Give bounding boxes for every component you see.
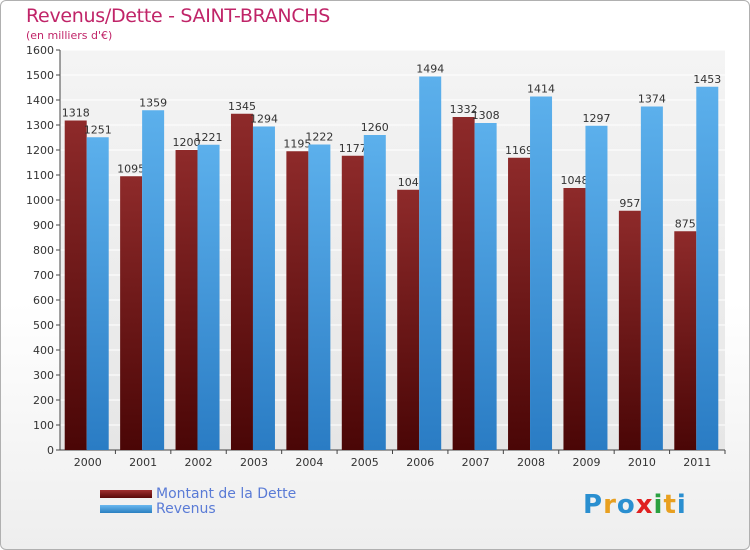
x-tick-label: 2001 [129, 456, 157, 469]
logo-letter: x [635, 490, 654, 520]
bar-dette [120, 176, 143, 450]
x-tick-label: 2004 [295, 456, 323, 469]
logo-letter: t [663, 490, 677, 520]
x-tick-label: 2003 [240, 456, 268, 469]
x-tick-label: 2007 [462, 456, 490, 469]
data-label-revenus: 1251 [84, 123, 112, 136]
y-tick-label: 1500 [26, 69, 54, 82]
y-tick-label: 0 [47, 444, 54, 457]
logo-letter: P [583, 490, 604, 520]
x-tick-label: 2006 [406, 456, 434, 469]
chart-subtitle: (en milliers d'€) [26, 29, 113, 42]
legend-label-revenus: Revenus [156, 500, 216, 517]
data-label-revenus: 1308 [472, 109, 500, 122]
data-label-dette: 875 [675, 217, 696, 230]
bar-revenus [419, 76, 442, 450]
y-tick-label: 1100 [26, 169, 54, 182]
y-tick-label: 700 [33, 269, 54, 282]
data-label-dette: 1200 [173, 136, 201, 149]
logo-letter: o [616, 490, 636, 520]
data-label-revenus: 1453 [693, 73, 721, 86]
y-tick-label: 600 [33, 294, 54, 307]
y-tick-label: 900 [33, 219, 54, 232]
data-label-dette: 1345 [228, 100, 256, 113]
bar-dette [618, 210, 641, 450]
legend-item-dette: Montant de la Dette [100, 485, 297, 502]
data-label-revenus: 1260 [361, 121, 389, 134]
bar-revenus [696, 86, 719, 450]
legend-item-revenus: Revenus [100, 500, 296, 517]
data-label-dette: 957 [619, 197, 640, 210]
y-tick-label: 500 [33, 319, 54, 332]
bar-dette [64, 120, 87, 450]
logo-letter: i [653, 490, 664, 520]
y-tick-label: 100 [33, 419, 54, 432]
data-label-dette: 1318 [62, 107, 90, 120]
x-tick-label: 2005 [351, 456, 379, 469]
data-label-revenus: 1294 [250, 113, 278, 126]
data-label-dette: 1048 [560, 174, 588, 187]
y-tick-label: 1400 [26, 94, 54, 107]
bar-revenus [142, 110, 165, 450]
bar-revenus [530, 96, 553, 450]
chart-title: Revenus/Dette - SAINT-BRANCHS [26, 5, 331, 27]
legend-swatch-dette [100, 489, 152, 498]
data-label-revenus: 1221 [195, 131, 223, 144]
bar-revenus [252, 126, 275, 450]
bar-revenus [640, 106, 663, 450]
bar-dette [563, 188, 586, 450]
data-label-dette: 1332 [450, 103, 478, 116]
bar-dette [508, 157, 531, 450]
bar-revenus [308, 144, 331, 450]
bar-dette [286, 151, 309, 450]
y-tick-label: 1000 [26, 194, 54, 207]
data-label-dette: 1095 [117, 162, 145, 175]
data-label-dette: 1195 [283, 137, 311, 150]
x-tick-label: 2008 [517, 456, 545, 469]
bar-revenus [197, 144, 220, 450]
y-tick-label: 200 [33, 394, 54, 407]
data-label-dette: 1169 [505, 144, 533, 157]
x-tick-label: 2009 [572, 456, 600, 469]
proxiti-logo: Proxiti [583, 490, 687, 520]
y-tick-label: 300 [33, 369, 54, 382]
bar-revenus [585, 125, 608, 450]
data-label-revenus: 1494 [416, 63, 444, 76]
bar-dette [674, 231, 697, 450]
data-label-dette: 1177 [339, 142, 367, 155]
data-label-dette: 104 [398, 176, 419, 189]
y-tick-label: 400 [33, 344, 54, 357]
data-label-revenus: 1297 [582, 112, 610, 125]
x-tick-label: 2011 [683, 456, 711, 469]
bar-dette [397, 189, 420, 450]
logo-letter: r [603, 490, 617, 520]
chart-legend: Montant de la Dette Revenus [100, 485, 297, 517]
y-tick-label: 1600 [26, 44, 54, 57]
legend-swatch-revenus [100, 504, 152, 513]
y-tick-label: 1200 [26, 144, 54, 157]
x-tick-label: 2010 [628, 456, 656, 469]
data-label-revenus: 1414 [527, 83, 555, 96]
y-tick-label: 800 [33, 244, 54, 257]
bar-dette [175, 150, 198, 450]
data-label-revenus: 1374 [638, 93, 666, 106]
bar-revenus [86, 137, 109, 450]
x-tick-label: 2000 [74, 456, 102, 469]
bar-revenus [474, 123, 497, 450]
legend-label-dette: Montant de la Dette [156, 485, 297, 502]
y-tick-label: 1300 [26, 119, 54, 132]
x-tick-label: 2002 [185, 456, 213, 469]
bar-dette [341, 155, 364, 450]
data-label-revenus: 1222 [305, 131, 333, 144]
bar-dette [230, 113, 253, 450]
bar-revenus [363, 135, 386, 450]
data-label-revenus: 1359 [139, 96, 167, 109]
logo-letter: i [676, 490, 687, 520]
bar-dette [452, 117, 475, 450]
